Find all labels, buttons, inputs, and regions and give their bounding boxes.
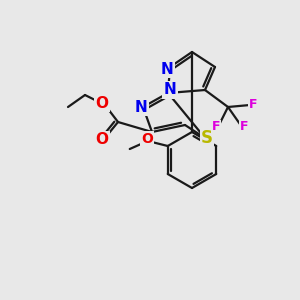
Text: F: F xyxy=(212,121,220,134)
Text: N: N xyxy=(135,100,147,115)
Text: O: O xyxy=(95,95,109,110)
Text: O: O xyxy=(141,132,153,146)
Text: N: N xyxy=(160,61,173,76)
Text: O: O xyxy=(95,133,109,148)
Text: N: N xyxy=(164,82,176,98)
Text: S: S xyxy=(201,129,213,147)
Text: F: F xyxy=(240,121,248,134)
Text: F: F xyxy=(249,98,257,112)
